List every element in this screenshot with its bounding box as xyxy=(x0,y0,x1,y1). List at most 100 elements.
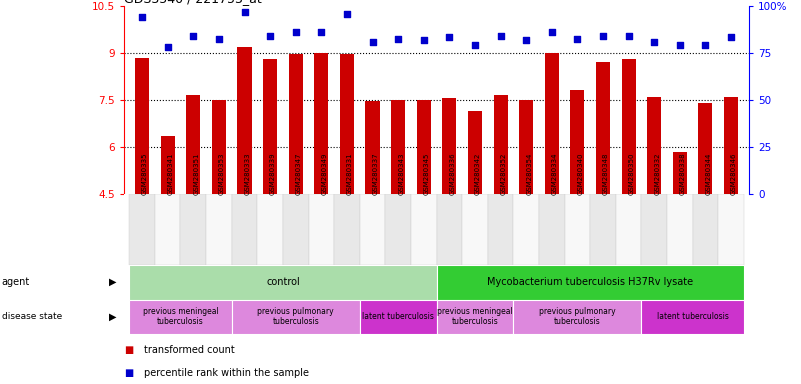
Text: GSM280337: GSM280337 xyxy=(372,153,379,195)
Point xyxy=(494,33,507,39)
Bar xyxy=(590,194,616,265)
Bar xyxy=(360,300,437,334)
Point xyxy=(622,33,635,39)
Point xyxy=(469,42,481,48)
Text: previous meningeal
tuberculosis: previous meningeal tuberculosis xyxy=(143,307,219,326)
Text: GSM280336: GSM280336 xyxy=(449,153,455,195)
Bar xyxy=(718,194,744,265)
Bar xyxy=(539,194,565,265)
Text: previous meningeal
tuberculosis: previous meningeal tuberculosis xyxy=(437,307,513,326)
Point xyxy=(648,39,661,45)
Text: GDS3540 / 221753_at: GDS3540 / 221753_at xyxy=(124,0,262,5)
Text: previous pulmonary
tuberculosis: previous pulmonary tuberculosis xyxy=(257,307,334,326)
Text: GSM280332: GSM280332 xyxy=(654,153,660,195)
Bar xyxy=(129,194,155,265)
Text: latent tuberculosis: latent tuberculosis xyxy=(657,312,729,321)
Text: GSM280349: GSM280349 xyxy=(321,153,328,195)
Text: GSM280340: GSM280340 xyxy=(578,153,583,195)
Point xyxy=(238,9,251,15)
Point xyxy=(187,33,199,39)
Bar xyxy=(673,152,686,194)
Bar xyxy=(314,53,328,194)
Text: ▶: ▶ xyxy=(109,277,116,287)
Bar xyxy=(391,100,405,194)
Bar xyxy=(411,194,437,265)
Point xyxy=(545,29,558,35)
Text: GSM280341: GSM280341 xyxy=(167,153,174,195)
Point xyxy=(597,33,610,39)
Bar xyxy=(334,194,360,265)
Bar xyxy=(129,300,231,334)
Bar xyxy=(642,194,667,265)
Bar xyxy=(642,300,744,334)
Bar xyxy=(340,55,354,194)
Bar xyxy=(257,194,283,265)
Text: GSM280335: GSM280335 xyxy=(142,153,148,195)
Bar xyxy=(231,300,360,334)
Text: GSM280331: GSM280331 xyxy=(347,153,353,195)
Text: GSM280350: GSM280350 xyxy=(629,153,634,195)
Point xyxy=(674,42,686,48)
Bar xyxy=(365,101,380,194)
Text: GSM280352: GSM280352 xyxy=(501,153,506,195)
Bar xyxy=(622,59,636,194)
Bar xyxy=(693,194,718,265)
Bar xyxy=(442,98,457,194)
Text: control: control xyxy=(266,277,300,287)
Text: GSM280354: GSM280354 xyxy=(526,153,532,195)
Text: disease state: disease state xyxy=(2,312,62,321)
Point xyxy=(212,36,225,42)
Point xyxy=(443,34,456,40)
Text: GSM280353: GSM280353 xyxy=(219,153,225,195)
Point xyxy=(699,42,712,48)
Bar xyxy=(437,194,462,265)
Bar xyxy=(667,194,693,265)
Bar xyxy=(488,194,513,265)
Bar xyxy=(545,53,559,194)
Bar xyxy=(231,194,257,265)
Bar xyxy=(288,55,303,194)
Bar xyxy=(155,194,180,265)
Point xyxy=(520,37,533,43)
Bar xyxy=(135,58,149,194)
Text: GSM280343: GSM280343 xyxy=(398,153,405,195)
Text: ■: ■ xyxy=(124,368,134,378)
Bar xyxy=(596,62,610,194)
Text: percentile rank within the sample: percentile rank within the sample xyxy=(144,368,309,378)
Text: ▶: ▶ xyxy=(109,312,116,322)
Bar xyxy=(468,111,482,194)
Bar xyxy=(513,194,539,265)
Point xyxy=(161,43,174,50)
Text: previous pulmonary
tuberculosis: previous pulmonary tuberculosis xyxy=(539,307,616,326)
Bar xyxy=(360,194,385,265)
Point xyxy=(264,33,276,39)
Text: GSM280334: GSM280334 xyxy=(552,153,557,195)
Text: transformed count: transformed count xyxy=(144,345,235,355)
Point xyxy=(392,36,405,42)
Text: GSM280344: GSM280344 xyxy=(706,153,711,195)
Bar xyxy=(437,265,744,300)
Bar xyxy=(724,97,738,194)
Text: GSM280333: GSM280333 xyxy=(244,153,251,195)
Text: Mycobacterium tuberculosis H37Rv lysate: Mycobacterium tuberculosis H37Rv lysate xyxy=(487,277,693,287)
Text: GSM280346: GSM280346 xyxy=(731,153,737,195)
Bar xyxy=(385,194,411,265)
Bar xyxy=(263,59,277,194)
Point xyxy=(725,34,738,40)
Bar xyxy=(187,95,200,194)
Text: GSM280348: GSM280348 xyxy=(603,153,609,195)
Point xyxy=(340,10,353,17)
Text: GSM280342: GSM280342 xyxy=(475,153,481,195)
Point xyxy=(315,29,328,35)
Bar xyxy=(513,300,642,334)
Bar xyxy=(237,46,252,194)
Bar xyxy=(519,100,533,194)
Bar xyxy=(698,103,712,194)
Text: GSM280345: GSM280345 xyxy=(424,153,430,195)
Text: GSM280339: GSM280339 xyxy=(270,153,276,195)
Bar xyxy=(283,194,308,265)
Point xyxy=(135,14,148,20)
Point xyxy=(366,39,379,45)
Bar xyxy=(437,300,513,334)
Point xyxy=(571,36,584,42)
